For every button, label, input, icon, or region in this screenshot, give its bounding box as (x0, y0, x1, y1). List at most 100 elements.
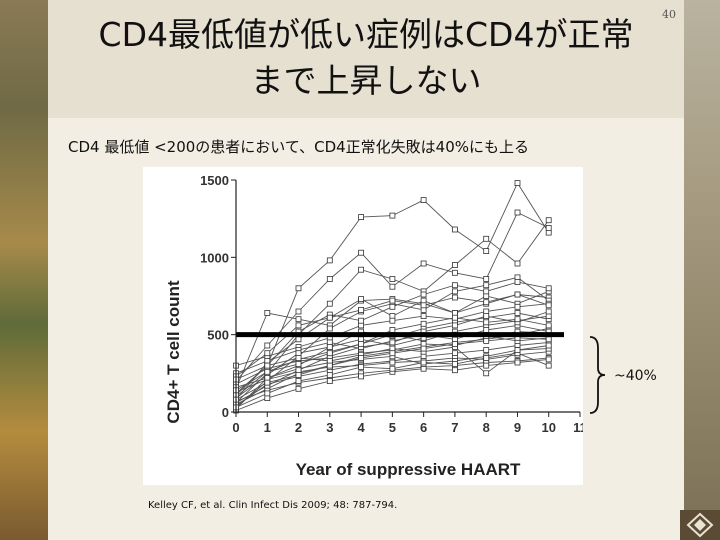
data-point-6-4 (358, 322, 365, 329)
data-point-2-3 (326, 300, 333, 307)
data-point-1-9 (514, 180, 521, 187)
x-tick-label-10: 10 (541, 420, 555, 435)
data-point-19-3 (326, 314, 333, 321)
data-point-23-10 (545, 342, 552, 349)
data-point-14-4 (358, 373, 365, 380)
data-point-6-5 (389, 317, 396, 324)
slide-title-line-2: まで上昇しない (250, 61, 482, 100)
y-axis-label: CD4+ T cell count (164, 280, 183, 423)
data-point-6-6 (420, 313, 427, 320)
data-point-24-2 (295, 371, 302, 378)
data-point-22-3 (326, 371, 333, 378)
data-point-22-6 (420, 359, 427, 366)
data-point-1-6 (420, 197, 427, 204)
data-point-22-4 (358, 364, 365, 371)
data-point-5-6 (420, 297, 427, 304)
data-point-3-4 (358, 249, 365, 256)
data-point-21-7 (451, 314, 458, 321)
data-point-22-1 (264, 390, 271, 397)
data-point-19-8 (483, 299, 490, 306)
data-point-2-5 (389, 276, 396, 282)
data-point-2-10 (545, 217, 552, 224)
data-point-14-9 (514, 359, 521, 366)
data-point-5-4 (358, 296, 365, 303)
data-point-21-3 (326, 350, 333, 357)
data-point-19-1 (264, 350, 271, 357)
data-point-5-2 (295, 336, 302, 343)
y-tick-label-0: 0 (222, 405, 229, 420)
data-point-24-5 (389, 350, 396, 357)
data-point-19-6 (420, 302, 427, 309)
data-point-22-7 (451, 361, 458, 368)
data-point-24-7 (451, 340, 458, 347)
data-point-16-2 (295, 350, 302, 357)
data-point-3-9 (514, 209, 521, 216)
data-point-4-3 (326, 325, 333, 332)
data-point-11-7 (451, 350, 458, 357)
data-point-23-2 (295, 354, 302, 361)
data-point-23-1 (264, 362, 271, 369)
data-point-20-5 (389, 339, 396, 346)
data-point-2-8 (483, 235, 490, 242)
data-point-14-3 (326, 378, 333, 385)
data-point-24-10 (545, 336, 552, 343)
data-point-3-3 (326, 276, 333, 282)
data-point-21-2 (295, 361, 302, 368)
data-point-23-8 (483, 370, 490, 377)
data-point-2-9 (514, 260, 521, 267)
data-point-1-7 (451, 226, 458, 233)
data-point-5-7 (451, 310, 458, 316)
data-point-2-4 (358, 266, 365, 273)
data-point-3-6 (420, 260, 427, 267)
data-point-1-10 (545, 229, 552, 236)
data-point-4-7 (451, 288, 458, 295)
data-point-18-5 (389, 303, 396, 310)
slide-title: CD4最低値が低い症例はCD4が正常 まで上昇しない (48, 12, 684, 104)
x-tick-label-0: 0 (232, 420, 239, 435)
slide-subtitle: CD4 最低値 <200の患者において、CD4正常化失敗は40%にも上る (68, 138, 530, 156)
data-point-18-6 (420, 291, 427, 298)
data-point-1-3 (326, 257, 333, 264)
x-tick-label-2: 2 (295, 420, 302, 435)
data-point-21-9 (514, 316, 521, 323)
background-left-strip (0, 0, 48, 540)
data-point-21-1 (264, 368, 271, 375)
data-point-3-2 (295, 308, 302, 315)
data-point-3-10 (545, 225, 552, 231)
bracket-brace (589, 336, 606, 414)
x-tick-label-4: 4 (357, 420, 365, 435)
data-point-12-5 (389, 359, 396, 366)
data-point-16-3 (326, 344, 333, 350)
data-point-1-4 (358, 214, 365, 220)
data-point-22-5 (389, 365, 396, 372)
x-tick-label-8: 8 (483, 420, 490, 435)
data-point-3-8 (483, 276, 490, 282)
x-tick-label-11: 11 (573, 420, 583, 435)
data-point-11-8 (483, 347, 490, 354)
data-point-19-7 (451, 294, 458, 301)
data-point-19-4 (358, 306, 365, 313)
x-tick-label-9: 9 (514, 420, 521, 435)
data-point-14-1 (264, 395, 271, 402)
x-tick-label-5: 5 (389, 420, 396, 435)
data-point-24-3 (326, 362, 333, 369)
failure-percentage: ~40% (614, 368, 657, 384)
series-markers (233, 180, 552, 414)
data-point-14-7 (451, 367, 458, 374)
data-point-14-8 (483, 362, 490, 369)
data-point-20-8 (483, 313, 490, 320)
data-point-3-1 (264, 342, 271, 349)
data-point-1-8 (483, 248, 490, 254)
data-point-19-2 (295, 322, 302, 329)
data-point-7-9 (514, 310, 521, 316)
data-point-0-1 (264, 310, 271, 316)
data-point-22-2 (295, 378, 302, 385)
data-point-18-7 (451, 282, 458, 289)
x-axis-label: Year of suppressive HAART (296, 460, 521, 479)
data-point-22-10 (545, 362, 552, 369)
data-point-20-2 (295, 367, 302, 374)
data-point-21-4 (358, 340, 365, 347)
y-tick-label-3: 1500 (200, 173, 229, 188)
data-point-1-5 (389, 212, 396, 219)
data-point-3-7 (451, 269, 458, 276)
